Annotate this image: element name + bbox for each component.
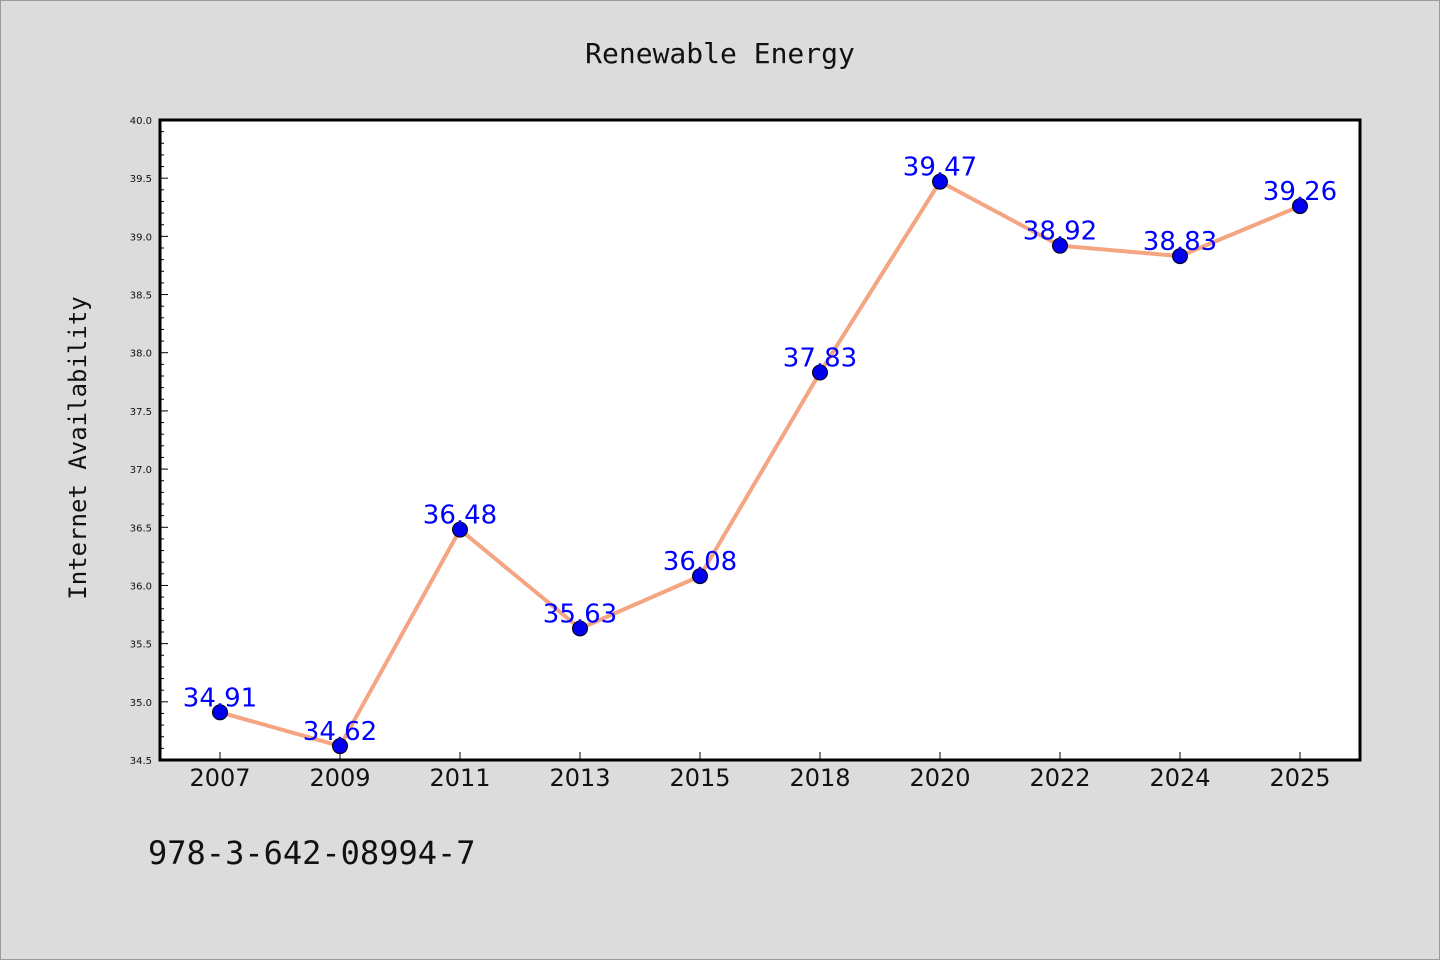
plot-area <box>158 118 1362 762</box>
data-label: 34.62 <box>303 717 377 747</box>
x-tick-label: 2011 <box>429 764 490 792</box>
y-tick-label: 35.5 <box>130 640 152 651</box>
y-tick-label: 39.5 <box>130 174 152 185</box>
data-point <box>692 568 708 585</box>
y-axis-label: Internet Availability <box>64 296 92 599</box>
x-axis: 2007 2009 2011 2013 2015 2018 2020 2022 2024 2025 <box>189 752 1331 792</box>
x-tick-label: 2015 <box>669 764 730 792</box>
y-tick-label: 34.5 <box>130 756 152 767</box>
data-point <box>572 620 588 637</box>
data-point <box>1052 237 1068 254</box>
chart-title: Renewable Energy <box>585 37 855 70</box>
y-tick-label: 35.0 <box>130 698 152 709</box>
series-line <box>218 179 1302 749</box>
data-label: 36.08 <box>663 547 737 577</box>
y-tick-label: 37.0 <box>130 465 152 476</box>
data-label: 38.92 <box>1023 217 1097 247</box>
data-point <box>452 521 468 538</box>
x-tick-label: 2007 <box>189 764 250 792</box>
data-label: 39.47 <box>903 153 977 183</box>
isbn-label: 978-3-642-08994-7 <box>148 834 476 872</box>
x-tick-label: 2025 <box>1269 764 1330 792</box>
y-tick-label: 38.5 <box>130 291 152 302</box>
data-label: 38.83 <box>1143 227 1217 257</box>
data-point <box>1292 198 1308 215</box>
data-point <box>212 704 228 721</box>
x-tick-label: 2020 <box>909 764 970 792</box>
series-layer: 34.91 34.62 36.48 35.63 36.08 37.83 39.47 38.92… <box>183 153 1337 755</box>
data-label: 37.83 <box>783 344 857 374</box>
x-tick-label: 2024 <box>1149 764 1210 792</box>
data-point <box>332 738 348 755</box>
x-tick-label: 2022 <box>1029 764 1090 792</box>
y-tick-label: 39.0 <box>130 232 152 243</box>
data-label: 35.63 <box>543 600 617 630</box>
x-tick-label: 2013 <box>549 764 610 792</box>
y-tick-label: 36.5 <box>130 523 152 534</box>
y-tick-label: 40.0 <box>130 116 152 127</box>
y-tick-label: 38.0 <box>130 349 152 360</box>
data-point <box>932 173 948 190</box>
y-axis: 34.5 35.0 35.5 36.0 36.5 37.0 37.5 38.0 38.5 39.0… <box>130 116 168 767</box>
data-point <box>1172 248 1188 265</box>
y-tick-label: 36.0 <box>130 581 152 592</box>
data-point <box>812 364 828 381</box>
data-label: 36.48 <box>423 501 497 531</box>
x-tick-label: 2009 <box>309 764 370 792</box>
y-tick-label: 37.5 <box>130 407 152 418</box>
data-label: 39.26 <box>1263 177 1337 207</box>
x-tick-label: 2018 <box>789 764 850 792</box>
data-label: 34.91 <box>183 683 257 713</box>
